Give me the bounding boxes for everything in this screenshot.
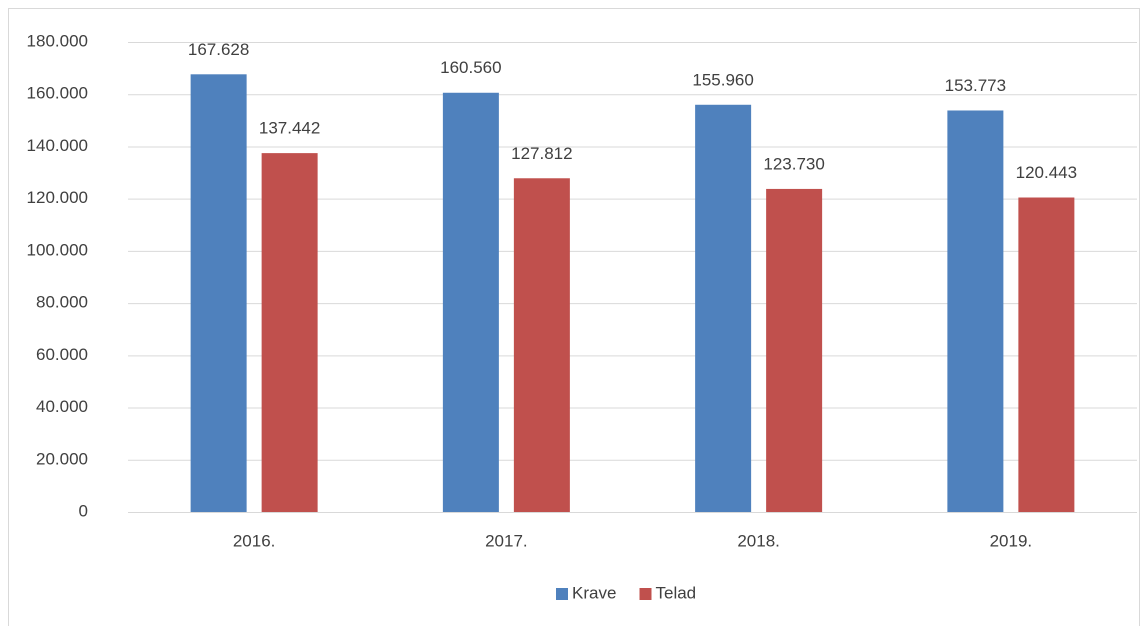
data-label: 155.960 [692, 70, 753, 89]
x-tick-label: 2019. [990, 531, 1033, 550]
data-label: 127.812 [511, 144, 572, 163]
bar [190, 74, 247, 513]
y-tick-label: 100.000 [27, 240, 88, 259]
data-label: 123.730 [763, 154, 824, 173]
data-label: 153.773 [945, 76, 1006, 95]
y-tick-label: 180.000 [27, 31, 88, 50]
legend-swatch [639, 588, 652, 600]
y-tick-label: 40.000 [36, 397, 88, 416]
bar [947, 110, 1004, 512]
chart-frame [8, 8, 1140, 631]
bar [442, 92, 499, 512]
y-tick-label: 120.000 [27, 188, 88, 207]
x-tick-label: 2016. [233, 531, 276, 550]
data-label: 167.628 [188, 40, 249, 59]
x-tick-label: 2018. [737, 531, 780, 550]
bar [261, 153, 318, 513]
y-tick-label: 60.000 [36, 345, 88, 364]
bar [695, 104, 752, 512]
y-tick-label: 140.000 [27, 136, 88, 155]
y-tick-label: 80.000 [36, 293, 88, 312]
y-tick-label: 20.000 [36, 449, 88, 468]
legend-label: Telad [656, 583, 697, 602]
data-label: 160.560 [440, 58, 501, 77]
legend-swatch [556, 588, 568, 600]
bar [766, 188, 823, 512]
bar [1018, 197, 1075, 512]
y-tick-label: 0 [79, 501, 88, 520]
x-tick-label: 2017. [485, 531, 528, 550]
data-label: 137.442 [259, 119, 320, 138]
legend-label: Krave [572, 583, 616, 602]
data-label: 120.443 [1016, 163, 1077, 182]
bar [513, 178, 570, 512]
y-tick-label: 160.000 [27, 84, 88, 103]
